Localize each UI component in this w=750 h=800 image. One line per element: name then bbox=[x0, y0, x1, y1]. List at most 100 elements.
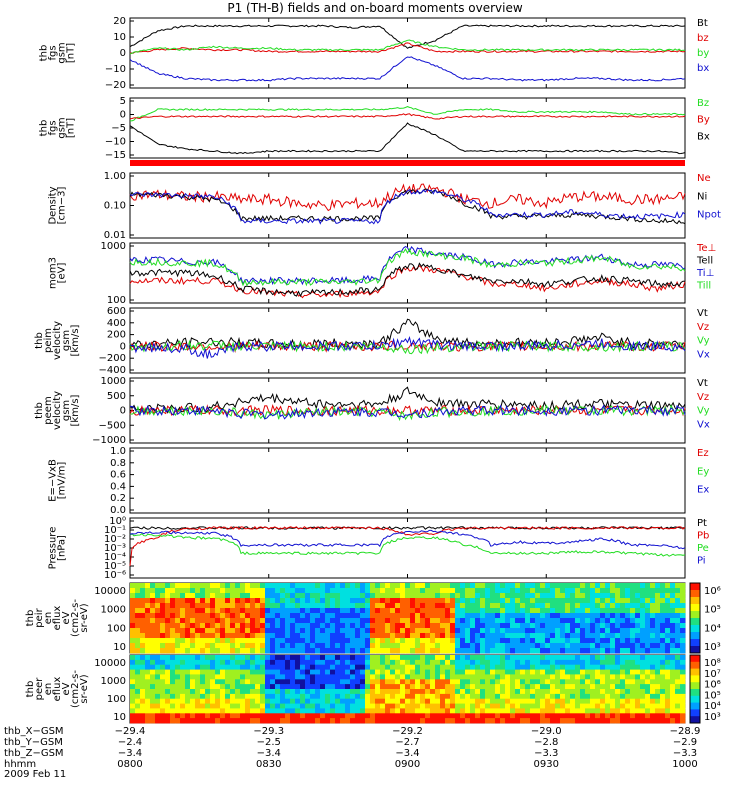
heatmap-cell bbox=[235, 623, 241, 629]
heatmap-cell bbox=[575, 693, 581, 700]
heatmap-cell bbox=[205, 628, 211, 634]
heatmap-cell bbox=[650, 703, 656, 709]
heatmap-cell bbox=[335, 583, 341, 589]
panel-4-ylabel: mom3 bbox=[48, 257, 59, 289]
heatmap-cell bbox=[250, 684, 256, 690]
heatmap-cell bbox=[405, 643, 411, 649]
heatmap-cell bbox=[455, 643, 461, 649]
heatmap-cell bbox=[455, 583, 461, 589]
heatmap-cell bbox=[630, 689, 636, 695]
heatmap-cell bbox=[655, 588, 661, 594]
heatmap-cell bbox=[585, 603, 591, 609]
heatmap-cell bbox=[485, 655, 491, 661]
heatmap-cell bbox=[350, 638, 356, 644]
heatmap-cell bbox=[635, 588, 641, 594]
heatmap-cell bbox=[200, 598, 206, 604]
heatmap-cell bbox=[240, 593, 246, 599]
heatmap-cell bbox=[315, 593, 321, 599]
heatmap-cell bbox=[655, 608, 661, 614]
heatmap-cell bbox=[155, 674, 161, 680]
heatmap-cell bbox=[285, 718, 291, 724]
heatmap-cell bbox=[190, 703, 196, 709]
heatmap-cell bbox=[660, 638, 666, 644]
heatmap-cell bbox=[295, 633, 301, 639]
heatmap-cell bbox=[490, 618, 496, 624]
heatmap-cell bbox=[230, 583, 236, 589]
heatmap-cell bbox=[610, 684, 616, 690]
heatmap-cell bbox=[295, 684, 301, 690]
heatmap-cell bbox=[435, 698, 441, 704]
heatmap-cell bbox=[265, 659, 271, 666]
heatmap-cell bbox=[375, 633, 381, 639]
heatmap-cell bbox=[365, 593, 371, 599]
panel-1-ylabel: gsm bbox=[57, 42, 68, 63]
heatmap-cell bbox=[545, 598, 551, 604]
heatmap-cell bbox=[370, 638, 376, 644]
heatmap-cell bbox=[480, 583, 486, 589]
heatmap-cell bbox=[475, 708, 481, 714]
heatmap-cell bbox=[385, 713, 391, 719]
heatmap-cell bbox=[590, 593, 596, 599]
heatmap-cell bbox=[410, 703, 416, 709]
heatmap-cell bbox=[285, 603, 291, 609]
heatmap-cell bbox=[645, 708, 651, 714]
heatmap-cell bbox=[320, 583, 326, 589]
heatmap-cell bbox=[465, 613, 471, 619]
heatmap-cell bbox=[140, 638, 146, 644]
heatmap-cell bbox=[675, 703, 681, 709]
heatmap-cell bbox=[340, 593, 346, 599]
heatmap-cell bbox=[170, 708, 176, 714]
heatmap-cell bbox=[445, 693, 451, 700]
heatmap-cell bbox=[300, 638, 306, 644]
heatmap-cell bbox=[505, 593, 511, 599]
heatmap-cell bbox=[190, 693, 196, 700]
heatmap-cell bbox=[195, 655, 201, 661]
heatmap-cell bbox=[325, 689, 331, 695]
heatmap-cell bbox=[460, 643, 466, 649]
heatmap-cell bbox=[460, 628, 466, 634]
heatmap-cell bbox=[610, 583, 616, 589]
heatmap-cell bbox=[215, 623, 221, 629]
heatmap-cell bbox=[525, 659, 531, 666]
heatmap-cell bbox=[555, 643, 561, 649]
heatmap-cell bbox=[355, 664, 361, 670]
heatmap-cell bbox=[325, 583, 331, 589]
heatmap-cell bbox=[205, 659, 211, 666]
legend-Vx: Vx bbox=[697, 419, 710, 430]
heatmap-cell bbox=[145, 713, 151, 719]
heatmap-cell bbox=[365, 693, 371, 700]
colorbar-segment bbox=[690, 642, 700, 647]
heatmap-cell bbox=[565, 713, 571, 719]
heatmap-cell bbox=[260, 684, 266, 690]
heatmap-cell bbox=[495, 603, 501, 609]
heatmap-cell bbox=[370, 588, 376, 594]
legend-Ez: Ez bbox=[697, 448, 709, 459]
heatmap-cell bbox=[495, 588, 501, 594]
heatmap-cell bbox=[435, 659, 441, 666]
heatmap-cell bbox=[410, 708, 416, 714]
heatmap-cell bbox=[250, 643, 256, 649]
heatmap-cell bbox=[615, 674, 621, 680]
heatmap-cell bbox=[425, 613, 431, 619]
panel-8-ytick: 10⁰ bbox=[109, 516, 126, 527]
heatmap-cell bbox=[410, 603, 416, 609]
heatmap-cell bbox=[370, 698, 376, 704]
heatmap-cell bbox=[590, 633, 596, 639]
heatmap-cell bbox=[205, 689, 211, 695]
heatmap-cell bbox=[175, 679, 181, 685]
heatmap-cell bbox=[390, 713, 396, 719]
colorbar-segment bbox=[690, 655, 700, 659]
heatmap-cell bbox=[285, 703, 291, 709]
legend-Te⊥: Te⊥ bbox=[696, 243, 716, 254]
heatmap-cell bbox=[395, 669, 401, 675]
heatmap-cell bbox=[335, 638, 341, 644]
heatmap-cell bbox=[520, 593, 526, 599]
heatmap-cell bbox=[325, 693, 331, 700]
heatmap-cell bbox=[145, 608, 151, 614]
heatmap-cell bbox=[405, 689, 411, 695]
heatmap-cell bbox=[195, 593, 201, 599]
heatmap-cell bbox=[400, 669, 406, 675]
heatmap-cell bbox=[590, 655, 596, 661]
heatmap-cell bbox=[130, 713, 136, 719]
heatmap-cell bbox=[140, 588, 146, 594]
